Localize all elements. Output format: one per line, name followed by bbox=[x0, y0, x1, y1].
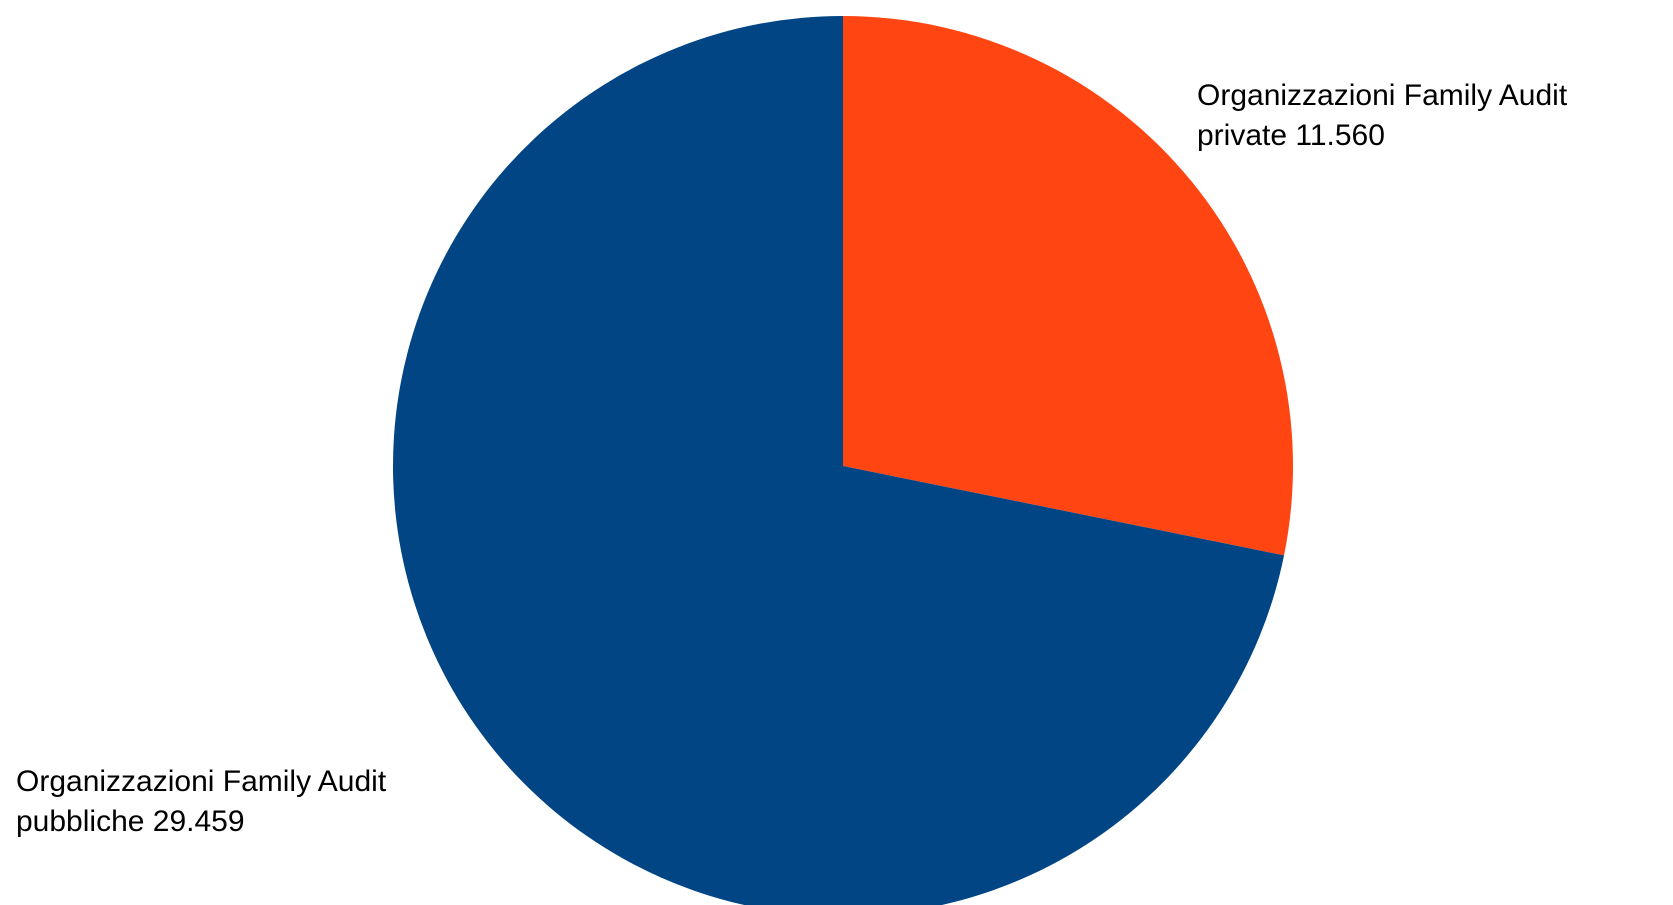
pie-slice-private bbox=[843, 16, 1293, 556]
data-label-public-category: pubbliche bbox=[16, 805, 145, 838]
data-label-private-line2: private 11.560 bbox=[1197, 116, 1567, 156]
data-label-private-line1: Organizzazioni Family Audit bbox=[1197, 79, 1568, 112]
pie-slice-public bbox=[393, 16, 1285, 905]
data-label-public-line2: pubbliche 29.459 bbox=[16, 802, 386, 842]
data-label-private-value: 11.560 bbox=[1295, 119, 1385, 152]
data-label-public-value: 29.459 bbox=[152, 805, 245, 838]
data-label-public-line1: Organizzazioni Family Audit bbox=[16, 765, 387, 798]
data-label-private: Organizzazioni Family Audit private 11.5… bbox=[1197, 76, 1567, 156]
data-label-public: Organizzazioni Family Audit pubbliche 29… bbox=[16, 762, 386, 842]
pie-slices bbox=[393, 16, 1293, 905]
data-label-private-category: private bbox=[1197, 119, 1288, 152]
